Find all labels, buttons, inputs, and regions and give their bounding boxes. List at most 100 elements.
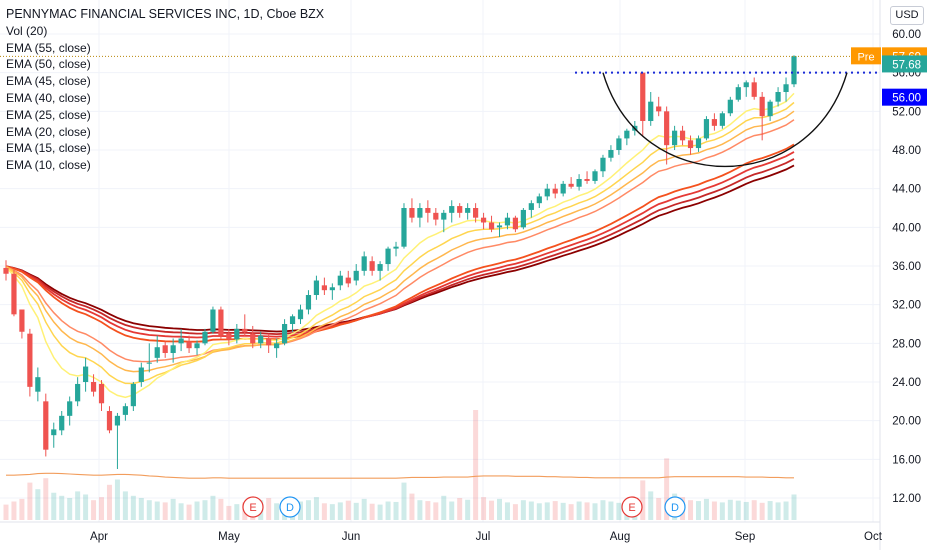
volume-ma-line bbox=[6, 472, 794, 479]
volume-bar bbox=[305, 500, 311, 520]
time-axis[interactable]: Apr May Jun Jul Aug Sep Oct bbox=[90, 531, 883, 543]
cup-pattern-arc bbox=[602, 72, 848, 167]
price-tick-label: 40.00 bbox=[892, 222, 921, 234]
volume-bar bbox=[592, 503, 598, 520]
candle-body bbox=[297, 309, 304, 320]
ema-25-line bbox=[5, 119, 795, 363]
ema-10-line bbox=[5, 92, 795, 399]
earnings-marker[interactable] bbox=[242, 496, 264, 518]
candle-body bbox=[329, 287, 335, 291]
price-tick-label: 24.00 bbox=[892, 377, 921, 389]
candle-body bbox=[186, 341, 192, 349]
volume-bar bbox=[51, 492, 57, 520]
candle-body bbox=[242, 328, 248, 332]
volume-bar bbox=[711, 501, 717, 520]
candle-body bbox=[35, 377, 41, 392]
candle-body bbox=[59, 415, 65, 431]
candle-body bbox=[640, 72, 646, 122]
candle-body bbox=[775, 92, 781, 102]
candle-body bbox=[783, 84, 789, 93]
price-tick-label: 32.00 bbox=[892, 300, 921, 312]
candle-body bbox=[608, 150, 614, 158]
candle-body bbox=[656, 106, 662, 112]
resistance-price: 56.00 bbox=[892, 93, 921, 105]
volume-bar bbox=[783, 501, 789, 520]
volume-bar bbox=[727, 499, 733, 520]
volume-bar bbox=[186, 504, 192, 520]
volume-bar bbox=[3, 504, 9, 520]
legend-ema-45[interactable]: EMA (45, close) bbox=[6, 74, 91, 89]
ema-lines bbox=[5, 92, 795, 399]
candle-body bbox=[425, 208, 431, 213]
price-tick-label: 48.00 bbox=[892, 145, 921, 157]
price-tick-label: 44.00 bbox=[892, 184, 921, 196]
candle-body bbox=[122, 406, 128, 415]
candle-body bbox=[592, 171, 598, 181]
volume-bar bbox=[616, 502, 622, 520]
volume-bar bbox=[719, 502, 725, 520]
volume-bar bbox=[648, 491, 654, 520]
candle-body bbox=[600, 157, 606, 172]
candle-body bbox=[106, 411, 113, 431]
price-tick-label: 52.00 bbox=[892, 106, 921, 118]
time-tick-label: Sep bbox=[735, 531, 755, 543]
volume-bar bbox=[767, 501, 773, 520]
candle-body bbox=[735, 87, 741, 100]
candle-body bbox=[624, 130, 630, 139]
volume-bar bbox=[369, 503, 375, 520]
volume-bar bbox=[417, 500, 423, 520]
volume-bar bbox=[210, 495, 216, 520]
time-tick-label: Jun bbox=[342, 531, 361, 543]
volume-bar bbox=[27, 482, 33, 520]
candles bbox=[3, 55, 797, 470]
ema-50-line bbox=[5, 158, 795, 336]
dividend-marker[interactable] bbox=[664, 496, 686, 518]
legend-ema-50[interactable]: EMA (50, close) bbox=[6, 57, 91, 72]
candle-body bbox=[258, 335, 264, 344]
candle-body bbox=[473, 208, 479, 218]
candle-body bbox=[90, 382, 97, 392]
candle-body bbox=[345, 277, 351, 284]
candle-body bbox=[791, 56, 797, 85]
candle-body bbox=[385, 248, 391, 265]
volume-bar bbox=[544, 502, 550, 520]
currency-button[interactable]: USD bbox=[890, 6, 924, 25]
legend-ema-15[interactable]: EMA (15, close) bbox=[6, 141, 91, 156]
candle-body bbox=[234, 328, 240, 340]
candle-body bbox=[98, 383, 105, 404]
candle-body bbox=[465, 208, 471, 213]
legend-ema-55[interactable]: EMA (55, close) bbox=[6, 40, 91, 55]
legend-ema-10[interactable]: EMA (10, close) bbox=[6, 158, 91, 173]
volume-bar bbox=[504, 502, 510, 520]
time-tick-label: Jul bbox=[476, 531, 491, 543]
volume-bar bbox=[536, 503, 542, 520]
candle-body bbox=[250, 333, 256, 344]
legend-vol[interactable]: Vol (20) bbox=[6, 23, 48, 38]
legend-ema-25[interactable]: EMA (25, close) bbox=[6, 107, 91, 122]
volume-bar bbox=[178, 503, 184, 520]
volume-bar bbox=[656, 498, 662, 520]
candle-body bbox=[393, 246, 399, 249]
candle-body bbox=[146, 362, 152, 364]
candle-body bbox=[218, 309, 224, 336]
candle-body bbox=[759, 96, 765, 117]
earnings-marker[interactable] bbox=[621, 496, 643, 518]
candle-body bbox=[337, 275, 343, 286]
volume-bar bbox=[409, 493, 415, 520]
candle-body bbox=[369, 261, 375, 271]
candle-body bbox=[138, 367, 144, 383]
volume-bar bbox=[91, 500, 97, 520]
volume-bar bbox=[560, 502, 566, 520]
candle-body bbox=[289, 316, 296, 325]
candle-body bbox=[409, 208, 415, 218]
candle-body bbox=[672, 130, 678, 146]
legend-ema-20[interactable]: EMA (20, close) bbox=[6, 124, 91, 139]
legend-ema-40[interactable]: EMA (40, close) bbox=[6, 90, 91, 105]
volume-bar bbox=[664, 458, 670, 520]
ema-20-line bbox=[5, 110, 795, 373]
volume-bar bbox=[385, 501, 391, 520]
dividend-marker[interactable] bbox=[279, 496, 301, 518]
